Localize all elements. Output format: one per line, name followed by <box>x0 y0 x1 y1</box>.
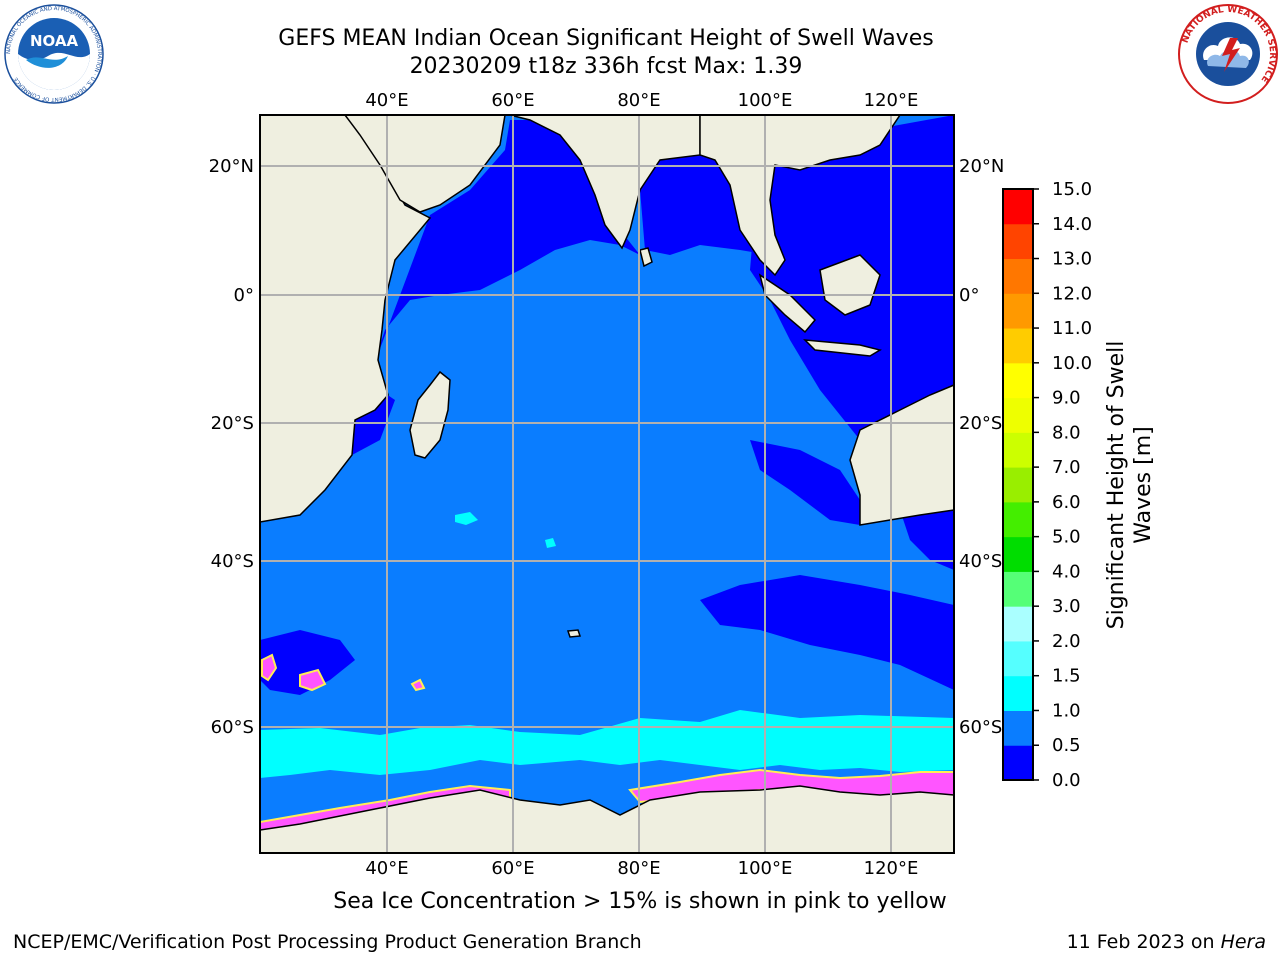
swell-speck-1 <box>455 512 478 525</box>
map-plot-area <box>260 115 954 853</box>
colorbar-tick-label: 4.0 <box>1052 561 1081 582</box>
bottom-lon-label: 60°E <box>491 858 534 879</box>
colorbar-ticks: 0.0 0.5 1.0 1.5 2.0 3.0 4.0 5.0 6.0 7.0 8.0 9.0 10.0… <box>1033 179 1092 791</box>
colorbar-label-line2: Waves [m] <box>1131 426 1156 543</box>
noaa-logo: NATIONAL OCEANIC AND ATMOSPHERIC ADMINIS… <box>4 4 104 104</box>
footer-credit: NCEP/EMC/Verification Post Processing Pr… <box>13 931 642 953</box>
antarctica-landmass <box>260 785 954 853</box>
bottom-lon-label: 100°E <box>738 858 793 879</box>
left-lat-label: 20°S <box>211 413 254 434</box>
colorbar-segment <box>1003 675 1033 711</box>
colorbar <box>1002 188 1034 781</box>
borneo-landmass <box>819 254 881 316</box>
colorbar-segment <box>1003 536 1033 572</box>
top-lon-label: 120°E <box>864 90 919 111</box>
bottom-lon-label: 80°E <box>617 858 660 879</box>
left-lat-label: 40°S <box>211 551 254 572</box>
colorbar-tick-label: 3.0 <box>1052 596 1081 617</box>
south-australia-low-swell <box>900 500 954 570</box>
colorbar-tick-label: 2.0 <box>1052 631 1081 652</box>
colorbar-tick-label: 8.0 <box>1052 422 1081 443</box>
colorbar-segment <box>1003 397 1033 433</box>
colorbar-tick-label: 9.0 <box>1052 388 1081 409</box>
australia-west-low-swell <box>750 440 860 525</box>
colorbar-frame <box>1002 188 1034 781</box>
colorbar-segment <box>1003 467 1033 503</box>
top-lon-label: 40°E <box>365 90 408 111</box>
left-lat-label: 0° <box>234 285 254 306</box>
colorbar-tick-label: 7.0 <box>1052 457 1081 478</box>
top-lon-label: 100°E <box>738 90 793 111</box>
colorbar-tick-label: 14.0 <box>1052 214 1092 235</box>
colorbar-segment <box>1003 223 1033 260</box>
sea-ice-patch-small <box>410 678 426 692</box>
left-lat-label: 60°S <box>211 717 254 738</box>
right-lat-label: 40°S <box>959 551 1002 572</box>
colorbar-tick-label: 1.0 <box>1052 700 1081 721</box>
colorbar-tick-label: 11.0 <box>1052 318 1092 339</box>
noaa-logo-text: NOAA <box>30 32 79 50</box>
right-lat-label: 60°S <box>959 717 1002 738</box>
sea-ice-note: Sea Ice Concentration > 15% is shown in … <box>333 889 947 914</box>
right-latitude-labels: 20°N 0° 20°S 40°S 60°S <box>959 156 1004 738</box>
footer-date-text: 11 Feb 2023 on <box>1066 931 1221 953</box>
arabia-landmass <box>344 115 506 213</box>
colorbar-segment <box>1003 501 1033 538</box>
colorbar-tick-label: 15.0 <box>1052 179 1092 200</box>
sea-ice-patch-west <box>261 653 278 682</box>
top-lon-label: 60°E <box>491 90 534 111</box>
top-longitude-labels: 40°E 60°E 80°E 100°E 120°E <box>365 90 918 111</box>
colorbar-segment <box>1003 606 1033 642</box>
colorbar-tick-label: 12.0 <box>1052 283 1092 304</box>
colorbar-segment <box>1003 189 1033 225</box>
colorbar-segment <box>1003 571 1033 607</box>
colorbar-segment <box>1003 745 1033 781</box>
australia-landmass <box>849 384 954 526</box>
colorbar-tick-label: 0.0 <box>1052 770 1081 791</box>
swell-speck-2 <box>545 538 556 548</box>
left-lat-label: 20°N <box>209 156 254 177</box>
colorbar-tick-label: 1.5 <box>1052 666 1081 687</box>
southeast-asia-landmass <box>699 115 901 277</box>
madagascar-landmass <box>409 370 451 459</box>
sri-lanka-landmass <box>639 247 653 268</box>
colorbar-tick-label: 13.0 <box>1052 249 1092 270</box>
colorbar-tick-label: 10.0 <box>1052 353 1092 374</box>
map-title: GEFS MEAN Indian Ocean Significant Heigh… <box>278 26 934 51</box>
java-landmass <box>803 339 882 357</box>
colorbar-segment <box>1003 710 1033 746</box>
colorbar-segment <box>1003 328 1033 364</box>
right-lat-label: 0° <box>959 285 979 306</box>
colorbar-segment <box>1003 362 1033 399</box>
graticule <box>260 115 954 853</box>
map-frame <box>259 114 955 854</box>
bottom-lon-label: 120°E <box>864 858 919 879</box>
colorbar-tick-label: 6.0 <box>1052 492 1081 513</box>
top-lon-label: 80°E <box>617 90 660 111</box>
colorbar-segment <box>1003 258 1033 294</box>
left-latitude-labels: 20°N 0° 20°S 40°S 60°S <box>209 156 254 738</box>
map-subtitle: 20230209 t18z 336h fcst Max: 1.39 <box>409 54 803 79</box>
sea-ice-patch-mid <box>299 668 327 692</box>
arabian-sea-low-swell <box>372 120 640 370</box>
bottom-longitude-labels: 40°E 60°E 80°E 100°E 120°E <box>365 858 918 879</box>
colorbar-segment <box>1003 640 1033 677</box>
bottom-lon-label: 40°E <box>365 858 408 879</box>
colorbar-label-line1: Significant Height of Swell <box>1104 341 1129 630</box>
right-lat-label: 20°N <box>959 156 1004 177</box>
colorbar-tick-label: 0.5 <box>1052 735 1081 756</box>
nws-logo: NATIONAL WEATHER SERVICE <box>1178 4 1278 104</box>
colorbar-segment <box>1003 293 1033 329</box>
footer-date: 11 Feb 2023 on Hera <box>1067 931 1266 953</box>
colorbar-segment <box>1003 432 1033 468</box>
southern-ocean-low-swell-west <box>260 630 355 695</box>
right-lat-label: 20°S <box>959 413 1002 434</box>
footer-host: Hera <box>1220 931 1266 953</box>
colorbar-tick-label: 5.0 <box>1052 527 1081 548</box>
kerguelen-island <box>566 629 582 638</box>
